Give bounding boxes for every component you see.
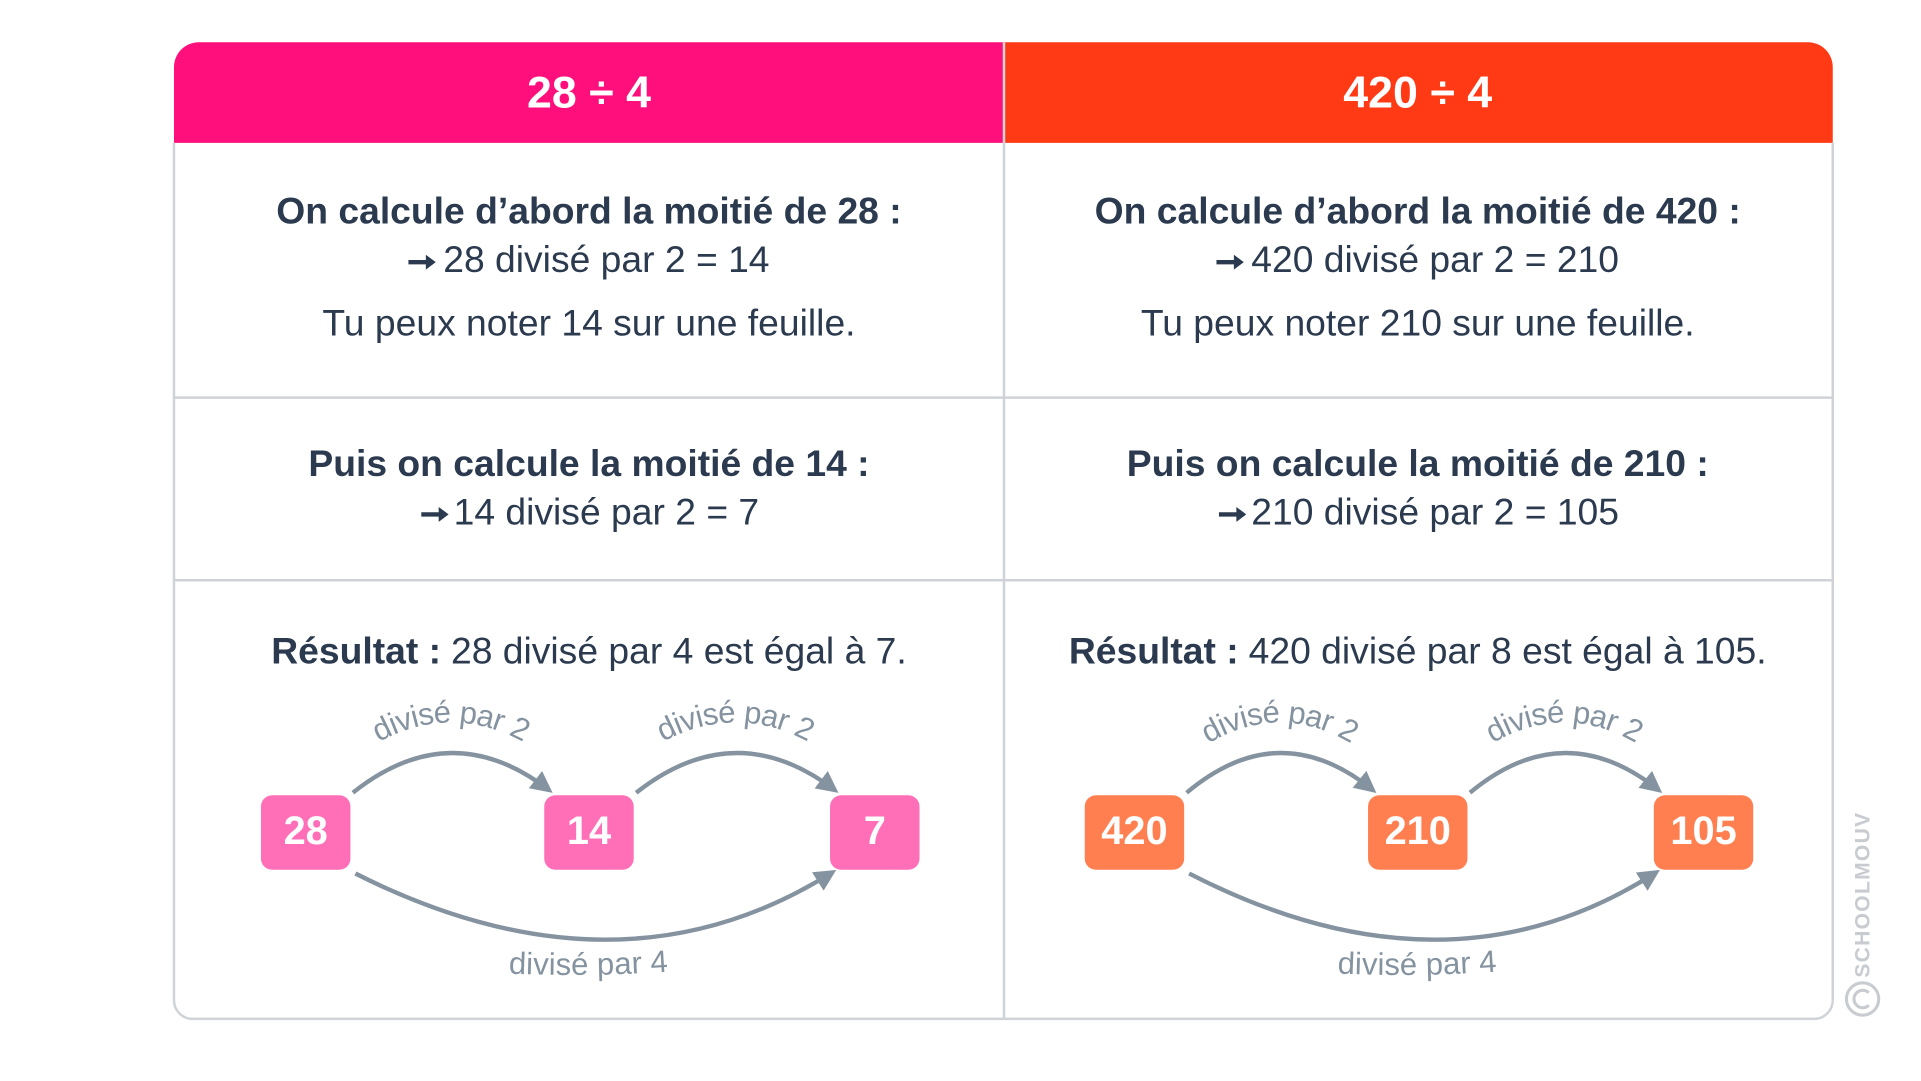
number-box — [1084, 795, 1185, 870]
arrow-icon — [1236, 506, 1247, 522]
header-bg — [173, 42, 1004, 143]
column-header: 28 ÷ 4 — [527, 68, 651, 117]
edge-label-path: divisé par 2 — [651, 694, 820, 748]
result: Résultat :420 divisé par 8 est égal à 10… — [1069, 629, 1767, 671]
number-label: 210 — [1385, 809, 1451, 853]
step-note: Tu peux noter 210 sur une feuille. — [1141, 301, 1695, 343]
number-box — [1368, 795, 1468, 870]
step-title: Puis on calcule la moitié de 14 : — [308, 442, 869, 484]
result-text: 28 divisé par 4 est égal à 7. — [451, 629, 907, 671]
edge-label: divisé par 4 — [508, 944, 668, 982]
edge-arrow — [1468, 750, 1663, 795]
arrow-icon — [1233, 254, 1244, 270]
step-title: On calcule d’abord la moitié de 420 : — [1095, 190, 1741, 232]
edge-arrow — [634, 750, 839, 795]
step-line: 210 divisé par 2 = 105 — [1251, 490, 1619, 532]
edge-label: divisé par 2 — [366, 694, 535, 748]
edge-arrow — [351, 750, 553, 795]
result-label: Résultat : — [271, 629, 441, 671]
step-line: 28 divisé par 2 = 14 — [443, 238, 769, 280]
number-box — [1653, 795, 1754, 870]
edge-label: divisé par 2 — [651, 694, 820, 748]
number-box — [260, 795, 351, 870]
number-label: 420 — [1101, 809, 1167, 853]
result-text: 420 divisé par 8 est égal à 105. — [1249, 629, 1767, 671]
step-note: Tu peux noter 14 sur une feuille. — [322, 301, 855, 343]
number-box — [830, 795, 920, 870]
copyright-icon — [1844, 981, 1881, 1017]
edge-label-path: divisé par 2 — [1480, 694, 1649, 749]
edge-label: divisé par 4 — [1337, 944, 1497, 982]
edge-arrow — [354, 869, 837, 942]
edge-arrow — [1188, 869, 1660, 942]
number-label: 7 — [864, 809, 886, 853]
number-label: 28 — [284, 809, 328, 853]
step-title: Puis on calcule la moitié de 210 : — [1127, 442, 1709, 484]
number-label: 105 — [1670, 809, 1736, 853]
step-title: On calcule d’abord la moitié de 28 : — [276, 190, 901, 232]
number-label: 14 — [567, 809, 611, 853]
edge-label-path: divisé par 4 — [508, 944, 668, 982]
arrow-icon — [438, 506, 449, 522]
arrow-icon — [425, 254, 436, 270]
result: Résultat :28 divisé par 4 est égal à 7. — [271, 629, 907, 671]
edge-label: divisé par 2 — [1195, 694, 1364, 749]
edge-label-path: divisé par 2 — [366, 694, 535, 748]
copyright-icon — [1852, 988, 1870, 1010]
edge-label-path: divisé par 4 — [1337, 944, 1497, 982]
edge-label-path: divisé par 2 — [1195, 694, 1364, 749]
edge-label: divisé par 2 — [1480, 694, 1649, 749]
step-line: 14 divisé par 2 = 7 — [454, 490, 760, 532]
step-line: 420 divisé par 2 = 210 — [1251, 238, 1619, 280]
header-bg — [1003, 42, 1833, 143]
watermark: SCHOOLMOUV — [1851, 812, 1874, 978]
edge-arrow — [1185, 750, 1377, 795]
column-header: 420 ÷ 4 — [1343, 68, 1492, 117]
number-box — [544, 795, 634, 870]
result-label: Résultat : — [1069, 629, 1239, 671]
